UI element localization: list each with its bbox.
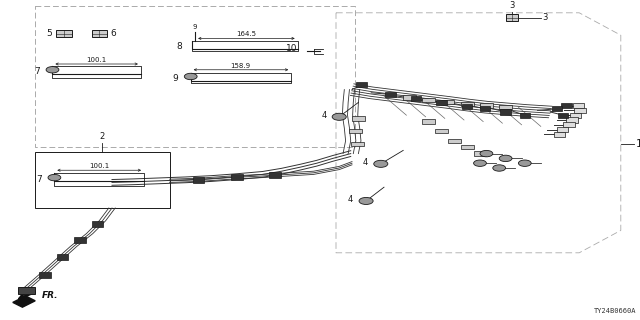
Text: 158.9: 158.9: [230, 63, 251, 69]
Bar: [352, 116, 365, 121]
Bar: [18, 287, 35, 294]
Bar: [57, 254, 68, 260]
Bar: [474, 151, 486, 156]
Bar: [442, 100, 454, 104]
Bar: [462, 104, 472, 109]
Text: 4: 4: [363, 158, 368, 167]
Text: 4: 4: [321, 111, 326, 120]
Bar: [461, 145, 474, 149]
Circle shape: [518, 160, 531, 166]
Bar: [39, 272, 51, 278]
Text: FR.: FR.: [42, 291, 58, 300]
Circle shape: [332, 113, 346, 120]
Bar: [461, 102, 474, 106]
Bar: [231, 174, 243, 180]
Text: 7: 7: [36, 175, 42, 184]
Bar: [557, 127, 568, 132]
Circle shape: [474, 160, 486, 166]
Bar: [92, 30, 107, 37]
Text: TY24B0660A: TY24B0660A: [595, 308, 637, 314]
Bar: [506, 14, 518, 21]
Bar: [570, 113, 581, 118]
Bar: [403, 95, 416, 100]
Bar: [574, 108, 586, 113]
Bar: [558, 113, 568, 118]
Text: 3: 3: [509, 1, 515, 10]
Text: 8: 8: [177, 42, 182, 51]
Circle shape: [480, 150, 493, 157]
Bar: [573, 103, 584, 108]
Text: 9: 9: [172, 74, 178, 83]
Text: 10: 10: [286, 44, 298, 53]
Text: 2: 2: [100, 132, 105, 141]
Text: 6: 6: [110, 29, 116, 38]
Text: 9: 9: [193, 24, 198, 30]
Bar: [480, 106, 490, 111]
Circle shape: [46, 67, 59, 73]
Text: 100.1: 100.1: [86, 57, 107, 63]
Bar: [74, 237, 86, 243]
Text: 5: 5: [47, 29, 52, 38]
Bar: [563, 122, 575, 127]
Text: 3: 3: [543, 13, 548, 22]
Bar: [411, 96, 421, 101]
Bar: [520, 113, 530, 118]
Bar: [422, 98, 435, 102]
Bar: [566, 117, 578, 123]
Bar: [500, 109, 511, 115]
Bar: [422, 119, 435, 124]
Bar: [436, 100, 447, 105]
Text: 4: 4: [348, 195, 353, 204]
Text: 1: 1: [636, 139, 640, 149]
Bar: [193, 177, 204, 183]
Circle shape: [374, 160, 388, 167]
Bar: [480, 103, 493, 108]
Bar: [269, 172, 281, 178]
Bar: [499, 105, 512, 109]
Circle shape: [493, 165, 506, 171]
Bar: [435, 129, 448, 133]
Text: 7: 7: [34, 67, 40, 76]
Bar: [554, 132, 565, 137]
Bar: [356, 82, 367, 87]
Bar: [35, 152, 170, 208]
Circle shape: [48, 174, 61, 181]
Bar: [448, 139, 461, 143]
Text: 164.5: 164.5: [236, 31, 257, 37]
Bar: [552, 106, 562, 111]
Bar: [351, 142, 364, 146]
Circle shape: [184, 73, 197, 80]
Bar: [92, 221, 103, 227]
Circle shape: [499, 155, 512, 162]
Bar: [561, 103, 572, 108]
Bar: [56, 30, 72, 37]
Bar: [349, 129, 362, 133]
Text: 100.1: 100.1: [89, 163, 109, 169]
Bar: [385, 92, 396, 97]
Circle shape: [359, 197, 373, 204]
Polygon shape: [13, 296, 35, 307]
